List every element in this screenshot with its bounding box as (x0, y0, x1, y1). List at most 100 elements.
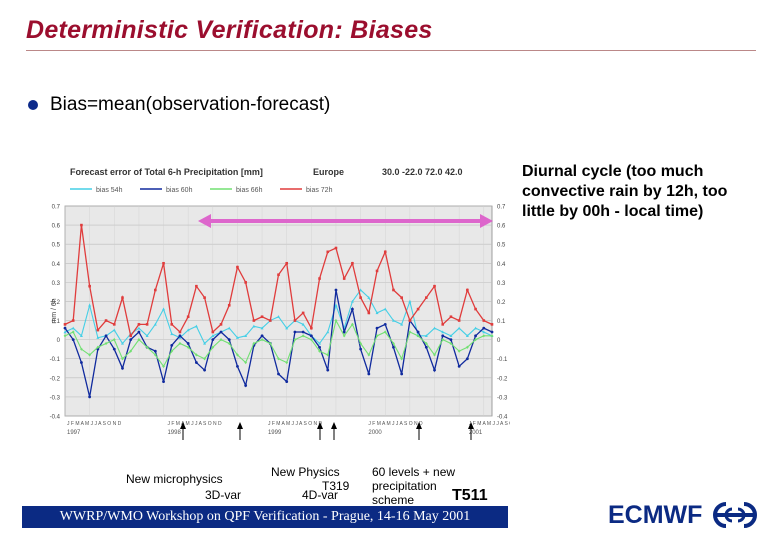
data-point (236, 265, 239, 269)
y-tick-label: 0.3 (52, 281, 61, 287)
y-tick-label-right: 0.6 (497, 224, 506, 230)
data-point (490, 334, 494, 338)
data-point (482, 334, 486, 338)
data-point (449, 338, 453, 342)
legend-entry: bias 60h (166, 187, 193, 194)
data-point (96, 336, 100, 339)
data-point (391, 318, 395, 322)
data-point (392, 288, 395, 292)
data-point (482, 330, 486, 334)
data-point (277, 315, 280, 318)
data-point (285, 380, 289, 384)
annotation-60-levels: 60 levels + new precipitation scheme (372, 465, 456, 507)
data-point (63, 326, 67, 330)
y-tick-label-right: 0.7 (497, 205, 506, 211)
y-tick-label: 0.2 (52, 300, 61, 306)
data-point (186, 342, 190, 345)
data-point (154, 288, 157, 292)
data-point (309, 334, 313, 338)
annotation-new-physics: New Physics (271, 465, 340, 479)
data-point (383, 250, 387, 254)
diurnal-cycle-note: Diurnal cycle (too much convective rain … (522, 163, 728, 220)
data-point (195, 284, 198, 288)
data-point (80, 361, 83, 364)
data-point (96, 328, 100, 332)
legend-entry: bias 54h (96, 187, 123, 194)
annotation-t511: T511 (452, 487, 488, 504)
y-tick-label: -0.3 (50, 395, 61, 401)
data-point (400, 322, 404, 326)
data-point (318, 341, 322, 345)
data-point (375, 269, 379, 273)
data-point (129, 349, 133, 353)
data-point (170, 332, 174, 336)
footer-banner: WWRP/WMO Workshop on QPF Verification - … (22, 506, 508, 528)
data-point (449, 315, 453, 319)
data-point (260, 315, 264, 319)
y-axis-label: mm / 6h (51, 298, 58, 323)
bias-definition: Bias=mean(observation-forecast) (50, 94, 331, 115)
y-tick-label: -0.2 (50, 376, 61, 382)
data-point (219, 323, 223, 326)
data-point (433, 326, 437, 330)
data-point (63, 330, 67, 334)
plot-area (64, 205, 493, 417)
data-point (211, 330, 215, 334)
data-point (416, 330, 420, 334)
legend-entry: bias 66h (236, 187, 263, 194)
data-point (194, 324, 198, 328)
data-point (326, 353, 330, 357)
data-point (301, 311, 305, 315)
slide-title: Deterministic Verification: Biases (26, 16, 433, 44)
data-point (260, 334, 264, 338)
data-point (277, 273, 280, 277)
data-point (194, 361, 198, 364)
data-point (260, 326, 264, 330)
data-point (457, 364, 461, 368)
data-point (490, 330, 494, 334)
event-pointer-head (331, 422, 337, 429)
data-point (260, 338, 264, 342)
data-point (474, 326, 478, 330)
data-point (186, 328, 190, 332)
data-point (318, 277, 321, 280)
data-point (63, 334, 67, 338)
data-point (137, 330, 141, 334)
data-point (153, 349, 157, 353)
data-point (351, 307, 354, 311)
data-point (178, 334, 182, 338)
chart-domain: 30.0 -22.0 72.0 42.0 (382, 167, 463, 177)
data-point (244, 281, 247, 284)
y-tick-label: 0 (57, 338, 61, 344)
x-month-labels: J F M A M J J A S O N D (368, 421, 423, 427)
data-point (252, 319, 256, 322)
data-point (457, 326, 461, 330)
data-point (367, 311, 371, 315)
data-point (474, 338, 477, 342)
x-year-label: 1997 (67, 430, 81, 436)
annotation-4d-var: 4D-var (302, 488, 339, 502)
annotation-t319: T319 (322, 479, 350, 493)
data-point (466, 288, 469, 292)
data-point (285, 261, 289, 265)
data-point (441, 330, 445, 334)
x-month-labels: J F M A M J J A S O N D (67, 421, 122, 427)
data-point (301, 330, 305, 334)
data-point (408, 299, 412, 303)
data-point (425, 296, 428, 299)
data-point (359, 296, 362, 299)
data-point (293, 338, 297, 342)
data-point (424, 345, 428, 349)
data-point (400, 372, 404, 376)
annotation-3d-var: 3D-var (205, 488, 242, 502)
y-tick-label: 0.1 (52, 319, 61, 325)
y-tick-label: 0.4 (52, 262, 61, 268)
data-point (375, 311, 379, 315)
data-point (268, 341, 272, 346)
data-point (145, 323, 149, 326)
data-point (219, 330, 223, 334)
data-point (268, 319, 272, 322)
y-tick-label-right: 0.4 (497, 262, 506, 268)
event-pointer-head (416, 422, 422, 429)
y-tick-label: 0.6 (52, 224, 61, 230)
